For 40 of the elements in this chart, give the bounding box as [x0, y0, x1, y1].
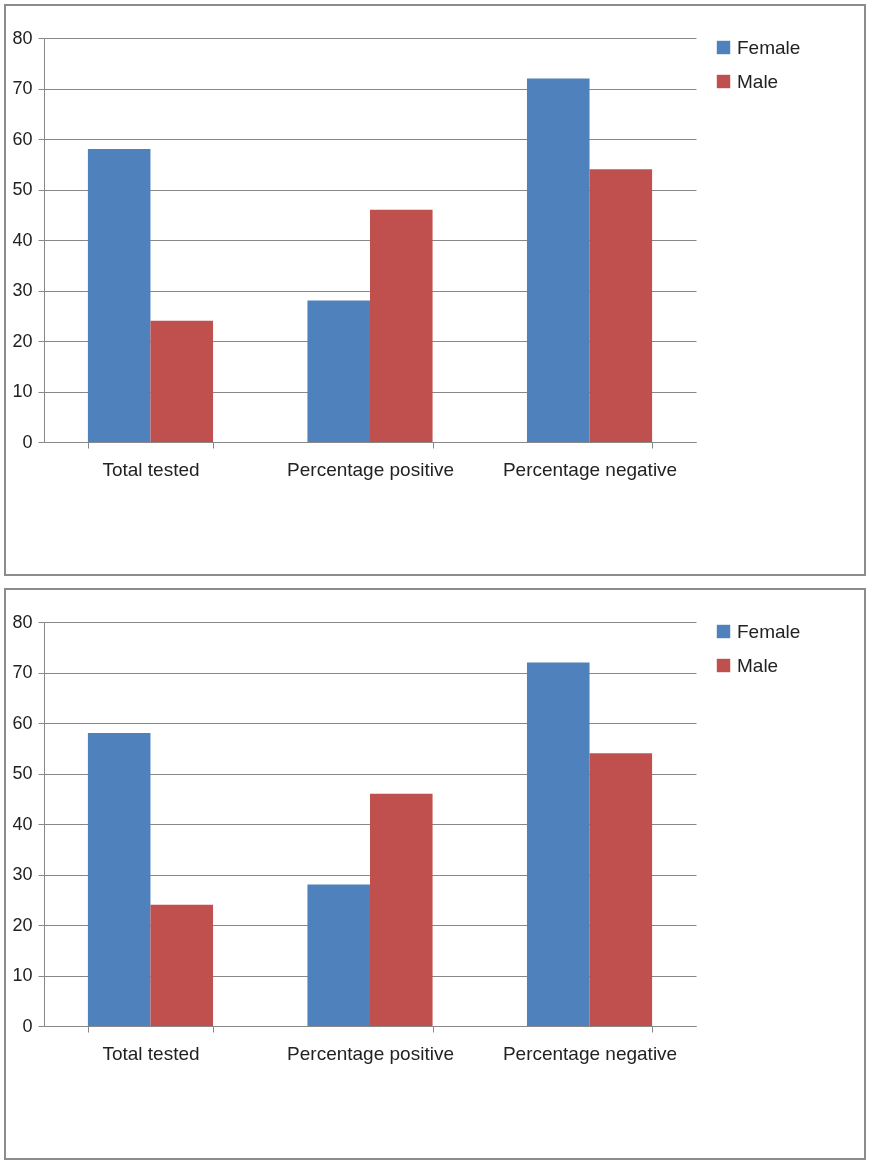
x-tick-label: Total tested: [102, 458, 200, 480]
bar: [526, 662, 590, 1026]
y-tick-label: 10: [12, 381, 33, 401]
y-tick-label: 50: [12, 179, 33, 199]
y-tick-label: 60: [12, 128, 33, 149]
legend-label: Female: [737, 36, 801, 58]
x-tick-label: Percentage negative: [502, 458, 678, 480]
y-tick-label: 10: [12, 965, 33, 985]
y-tick-label: 20: [12, 330, 33, 351]
bar: [370, 209, 433, 442]
bar: [307, 884, 370, 1026]
bar: [589, 753, 653, 1026]
x-tick-label: Percentage positive: [287, 458, 454, 480]
bar: [589, 169, 653, 442]
y-tick-label: 80: [12, 27, 33, 48]
y-tick-label: 60: [12, 712, 33, 733]
y-tick-label: 40: [12, 813, 33, 834]
bar: [87, 733, 151, 1026]
y-tick-label: 40: [12, 229, 33, 250]
x-tick-label: Percentage positive: [287, 1042, 454, 1064]
legend-label: Female: [737, 620, 801, 642]
y-tick-label: 30: [12, 864, 33, 884]
bar: [526, 78, 590, 442]
legend-label: Male: [737, 654, 779, 676]
y-tick-label: 0: [22, 1015, 33, 1036]
bar: [150, 904, 214, 1026]
bar: [150, 320, 214, 442]
y-tick-label: 20: [12, 914, 33, 935]
x-tick-label: Total tested: [102, 1042, 200, 1064]
bar: [87, 149, 151, 442]
y-tick-label: 0: [22, 431, 33, 452]
bar: [370, 793, 433, 1026]
y-tick-label: 70: [12, 78, 33, 98]
bar: [307, 300, 370, 442]
x-tick-label: Percentage negative: [502, 1042, 678, 1064]
y-tick-label: 70: [12, 662, 33, 682]
y-tick-label: 50: [12, 763, 33, 783]
y-tick-label: 80: [12, 611, 33, 632]
y-tick-label: 30: [12, 280, 33, 300]
legend-label: Male: [737, 70, 779, 92]
